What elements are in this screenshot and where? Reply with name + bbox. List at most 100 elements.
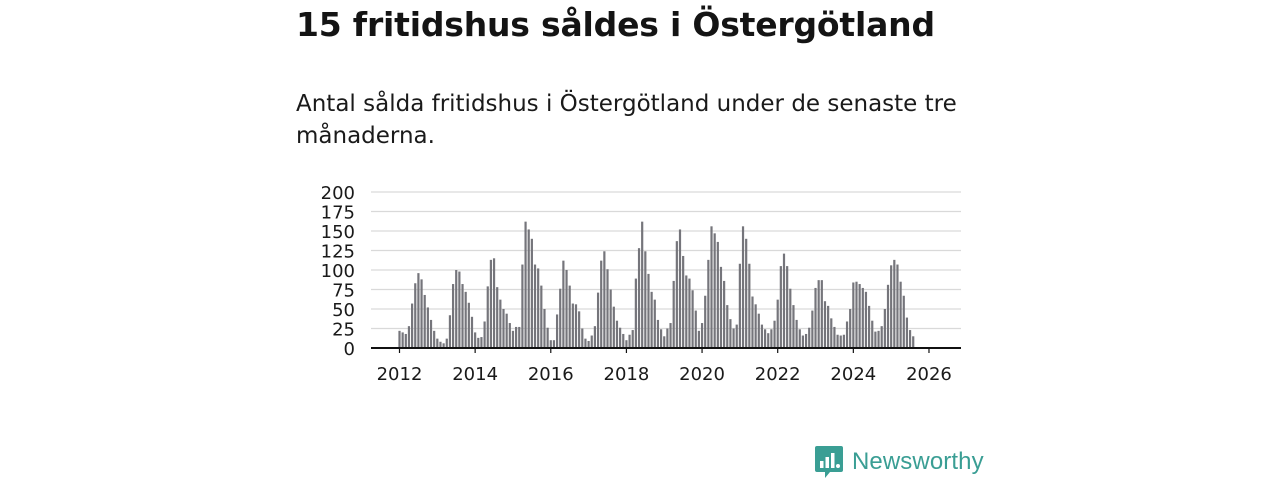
bar <box>549 340 552 348</box>
y-tick-label: 50 <box>332 300 355 321</box>
bar <box>593 326 596 348</box>
bar <box>562 260 565 348</box>
bar <box>634 278 637 348</box>
bar <box>830 318 833 348</box>
x-tick-label: 2026 <box>906 364 952 385</box>
bar <box>426 307 429 348</box>
bar <box>757 313 760 348</box>
bar <box>735 324 738 348</box>
bar <box>483 321 486 348</box>
bar <box>773 320 776 348</box>
bar <box>741 226 745 348</box>
x-tick-label: 2022 <box>755 364 801 385</box>
bar <box>404 333 407 348</box>
bar <box>880 326 883 348</box>
bar <box>849 309 852 348</box>
y-tick-label: 175 <box>321 203 355 224</box>
bar <box>515 326 518 348</box>
bar <box>663 336 666 348</box>
bar <box>467 302 470 348</box>
bar <box>448 315 452 348</box>
x-tick-label: 2012 <box>377 364 423 385</box>
bar <box>445 338 448 348</box>
bar <box>533 264 537 348</box>
annotations: 15 <box>922 0 944 5</box>
x-tick-label: 2020 <box>679 364 725 385</box>
x-axis: 2012 2014 2016 2018 2020 2022 2024 2026 <box>371 347 961 385</box>
bar <box>738 263 741 348</box>
bar <box>470 316 474 348</box>
bar <box>700 323 704 348</box>
bar <box>442 343 445 348</box>
bar <box>751 296 754 348</box>
bar <box>407 326 411 348</box>
bar <box>596 292 600 348</box>
bar <box>429 319 433 348</box>
bar <box>650 291 653 348</box>
bar <box>455 270 458 348</box>
bar <box>836 334 839 348</box>
y-tick-label: 25 <box>332 320 355 341</box>
bar <box>820 280 823 348</box>
bar <box>804 333 808 348</box>
bar <box>748 263 751 348</box>
bar <box>776 299 779 348</box>
bar <box>786 266 789 348</box>
y-tick-label: 100 <box>321 261 355 282</box>
bar <box>543 309 546 348</box>
bar <box>852 282 855 348</box>
bar <box>732 328 735 348</box>
bar <box>571 303 574 348</box>
bar <box>827 305 830 348</box>
bar <box>789 288 792 348</box>
bar <box>552 340 556 348</box>
bar <box>896 264 899 348</box>
bar <box>716 241 719 348</box>
bar <box>707 259 710 348</box>
bar <box>603 251 606 348</box>
bar <box>656 319 660 348</box>
bar <box>902 295 905 348</box>
bar <box>423 294 426 348</box>
bar <box>893 259 896 348</box>
bar <box>508 323 511 348</box>
bar <box>672 280 675 348</box>
bar <box>767 333 770 348</box>
bar <box>600 260 603 348</box>
bar <box>678 229 682 348</box>
bar <box>912 336 915 348</box>
bar <box>436 338 439 348</box>
bar <box>814 287 817 348</box>
bar <box>779 266 782 348</box>
bar <box>855 281 858 348</box>
bar <box>581 328 584 348</box>
x-tick-label: 2016 <box>528 364 574 385</box>
newsworthy-logo-icon <box>815 446 843 478</box>
bar <box>874 331 877 348</box>
bar <box>782 253 786 348</box>
bar <box>890 265 893 348</box>
bar <box>675 241 678 348</box>
bar <box>710 226 713 348</box>
bar <box>537 268 540 348</box>
bar <box>420 279 423 348</box>
bar <box>798 329 801 348</box>
bar <box>540 285 543 348</box>
bar <box>486 286 489 348</box>
bar <box>502 309 505 348</box>
bar <box>492 258 496 348</box>
bar <box>685 275 688 348</box>
x-tick-label: 2024 <box>830 364 876 385</box>
bar <box>518 326 521 348</box>
bar <box>414 283 417 348</box>
bar <box>770 329 773 348</box>
y-tick-label: 0 <box>344 339 355 360</box>
bar <box>745 238 748 348</box>
bar <box>505 313 508 348</box>
bar <box>559 288 562 348</box>
bar <box>398 330 401 348</box>
bar <box>480 337 483 348</box>
bar <box>477 337 480 348</box>
bar <box>845 321 849 348</box>
